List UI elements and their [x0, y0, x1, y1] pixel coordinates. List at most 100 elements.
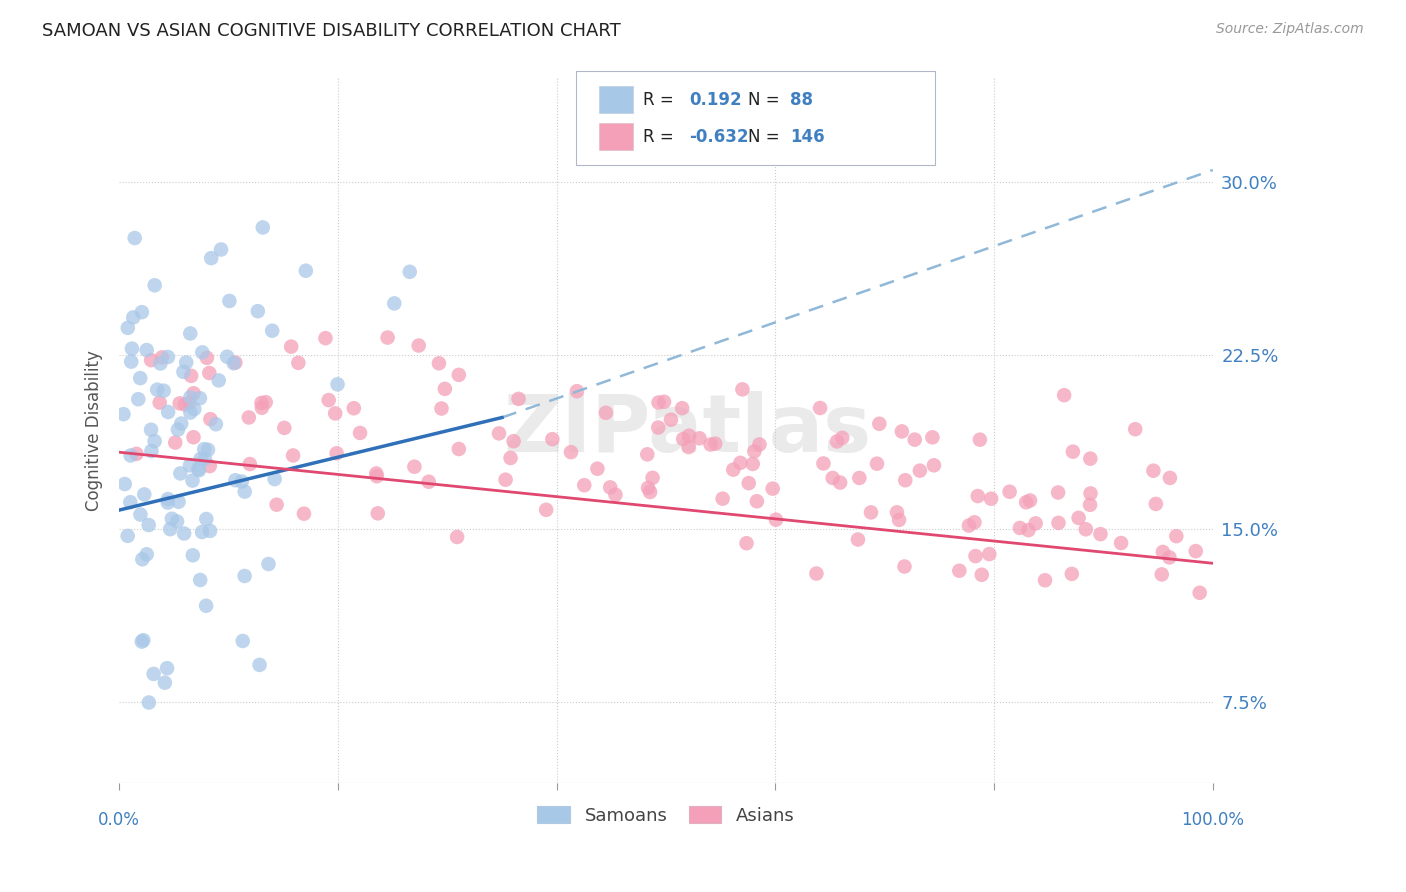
Point: [398, 265, 420, 279]
Point: [233, 484, 256, 499]
Point: [1060, 566, 1083, 581]
Point: [744, 444, 766, 458]
Point: [1166, 529, 1188, 543]
Point: [198, 459, 221, 474]
Text: ZIPatlas: ZIPatlas: [503, 392, 872, 469]
Point: [731, 383, 754, 397]
Point: [821, 471, 844, 485]
Point: [156, 495, 179, 509]
Point: [246, 304, 269, 318]
Point: [190, 451, 212, 466]
Point: [188, 463, 211, 477]
Point: [1062, 444, 1084, 458]
Point: [250, 401, 273, 415]
Point: [139, 423, 162, 437]
Point: [287, 356, 309, 370]
Point: [1080, 486, 1102, 500]
Point: [659, 413, 682, 427]
Point: [1053, 388, 1076, 402]
Text: Source: ZipAtlas.com: Source: ZipAtlas.com: [1216, 22, 1364, 37]
Point: [250, 396, 273, 410]
Point: [217, 350, 239, 364]
Point: [704, 436, 727, 450]
Point: [382, 296, 405, 310]
Point: [198, 524, 221, 538]
Point: [534, 503, 557, 517]
Point: [179, 406, 201, 420]
Point: [224, 473, 246, 487]
Point: [831, 431, 853, 445]
Point: [1159, 550, 1181, 565]
Point: [447, 442, 470, 456]
Point: [173, 526, 195, 541]
Point: [1078, 498, 1101, 512]
Point: [671, 401, 693, 416]
Point: [117, 321, 139, 335]
Point: [188, 391, 211, 405]
Point: [447, 368, 470, 382]
Point: [638, 485, 661, 500]
Point: [595, 406, 617, 420]
Point: [1123, 422, 1146, 436]
Point: [232, 634, 254, 648]
Point: [292, 507, 315, 521]
Point: [159, 522, 181, 536]
Point: [430, 401, 453, 416]
Point: [170, 417, 193, 431]
Point: [179, 390, 201, 404]
Point: [254, 395, 277, 409]
Text: 0.192: 0.192: [689, 91, 741, 109]
Point: [257, 557, 280, 571]
Legend: Samoans, Asians: Samoans, Asians: [529, 797, 804, 834]
Point: [637, 481, 659, 495]
Point: [191, 345, 214, 359]
Point: [741, 457, 763, 471]
Point: [325, 446, 347, 460]
Point: [127, 392, 149, 407]
Point: [121, 342, 143, 356]
Point: [495, 473, 517, 487]
Point: [280, 340, 302, 354]
Text: 88: 88: [790, 91, 813, 109]
Point: [143, 278, 166, 293]
Point: [980, 491, 1002, 506]
Point: [652, 394, 675, 409]
Text: 0.0%: 0.0%: [98, 811, 141, 829]
Point: [172, 365, 194, 379]
Point: [762, 482, 785, 496]
Point: [153, 675, 176, 690]
Point: [1078, 451, 1101, 466]
Point: [167, 495, 190, 509]
Point: [979, 547, 1001, 561]
Point: [156, 661, 179, 675]
Point: [922, 458, 945, 473]
Point: [181, 549, 204, 563]
Point: [191, 524, 214, 539]
Point: [366, 467, 388, 481]
Point: [266, 498, 288, 512]
Point: [195, 599, 218, 613]
Text: 146: 146: [790, 128, 825, 145]
Point: [957, 518, 980, 533]
Point: [735, 536, 758, 550]
Point: [149, 356, 172, 370]
Point: [969, 433, 991, 447]
Point: [198, 366, 221, 380]
Point: [672, 432, 695, 446]
Point: [1109, 536, 1132, 550]
Point: [948, 564, 970, 578]
Point: [886, 505, 908, 519]
Point: [745, 494, 768, 508]
Point: [149, 395, 172, 409]
Point: [499, 450, 522, 465]
Point: [641, 471, 664, 485]
Point: [502, 434, 524, 449]
Point: [846, 533, 869, 547]
Point: [825, 434, 848, 449]
Point: [723, 462, 745, 476]
Point: [1067, 511, 1090, 525]
Point: [323, 406, 346, 420]
Point: [231, 475, 253, 489]
Point: [647, 420, 669, 434]
Point: [636, 447, 658, 461]
